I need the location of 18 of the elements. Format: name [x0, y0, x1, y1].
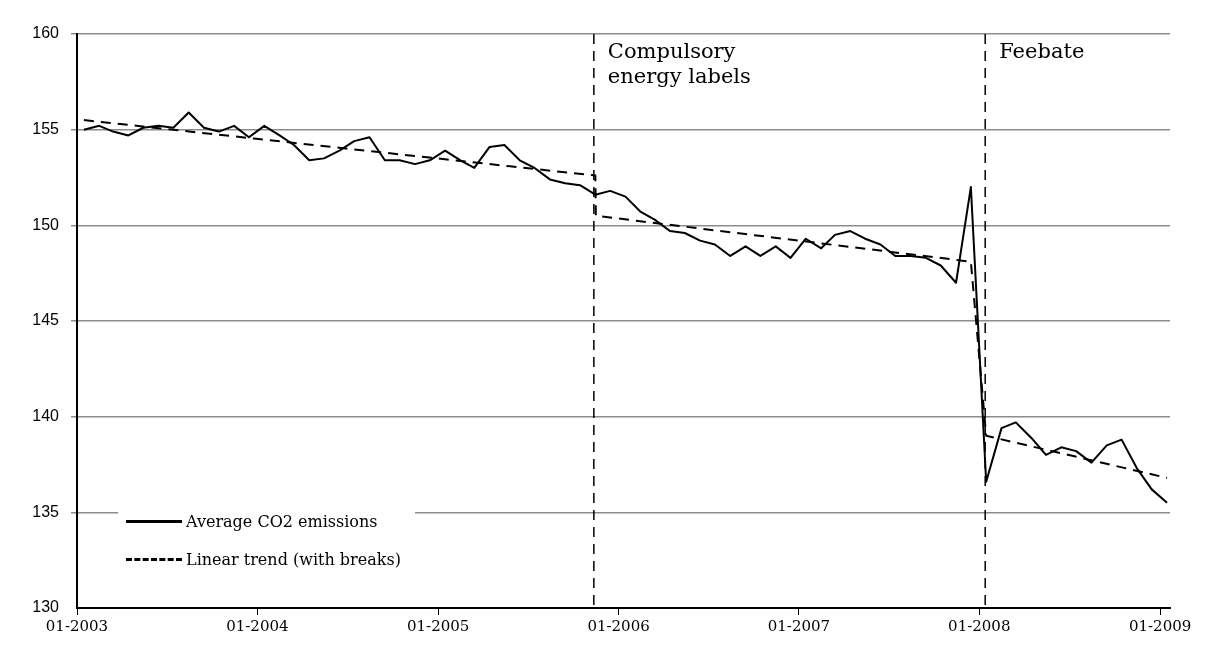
- x-tick-label: 01-2005: [407, 616, 470, 635]
- y-tick-label: 150: [32, 215, 60, 233]
- legend-label: Linear trend (with breaks): [186, 549, 401, 569]
- ref-line-label: Compulsory energy labels: [607, 38, 751, 88]
- y-tick-label: 140: [32, 407, 60, 425]
- y-tick-label: 135: [32, 502, 60, 520]
- y-tick-label: 145: [32, 311, 60, 329]
- x-tick-label: 01-2007: [767, 616, 831, 635]
- x-tick-label: 01-2009: [1128, 616, 1192, 635]
- ref-line-label: Feebate: [999, 38, 1085, 63]
- y-tick-label: 130: [32, 598, 60, 616]
- y-tick-label: 155: [32, 120, 60, 138]
- x-tick-label: 01-2006: [587, 616, 650, 635]
- legend-label: Average CO2 emissions: [186, 511, 378, 531]
- y-tick-label: 160: [32, 24, 60, 42]
- x-tick-label: 01-2008: [948, 616, 1011, 635]
- x-tick-label: 01-2004: [226, 616, 289, 635]
- x-tick-label: 01-2003: [45, 616, 109, 635]
